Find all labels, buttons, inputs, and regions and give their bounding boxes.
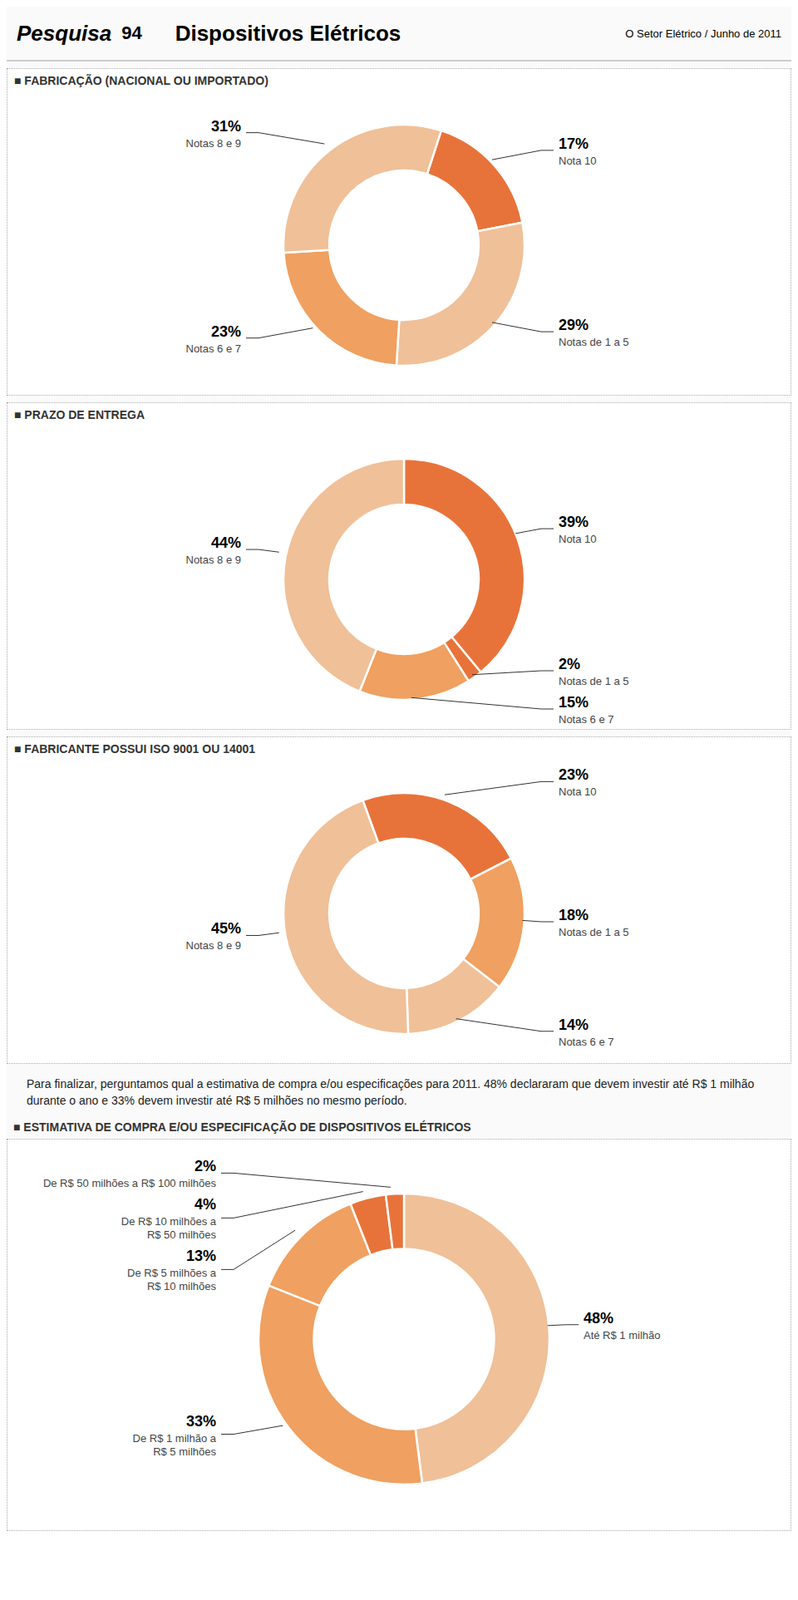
svg-text:Nota 10: Nota 10: [558, 532, 597, 546]
svg-text:R$ 5 milhões: R$ 5 milhões: [152, 1445, 217, 1459]
svg-text:Notas 6 e 7: Notas 6 e 7: [558, 1035, 615, 1049]
html-text:Dispositivos Elétricos: Dispositivos Elétricos: [175, 20, 401, 46]
html-text:■ PRAZO DE ENTREGA: ■ PRAZO DE ENTREGA: [14, 408, 145, 422]
svg-text:48%: 48%: [583, 1310, 614, 1327]
svg-text:23%: 23%: [558, 766, 589, 784]
svg-text:De R$ 1 milhão a: De R$ 1 milhão a: [133, 1432, 217, 1445]
svg-text:2%: 2%: [194, 1157, 217, 1175]
svg-text:Notas de 1 a 5: Notas de 1 a 5: [558, 335, 630, 349]
html-text:Para finalizar, perguntamos qu: Para finalizar, perguntamos qual a estim…: [26, 1077, 755, 1108]
svg-text:23%: 23%: [211, 323, 242, 340]
svg-text:De R$ 50 milhões a R$ 100 milh: De R$ 50 milhões a R$ 100 milhões: [43, 1177, 217, 1190]
svg-text:Notas 8 e 9: Notas 8 e 9: [186, 939, 242, 952]
svg-text:13%: 13%: [186, 1247, 217, 1265]
svg-text:2%: 2%: [558, 655, 581, 673]
svg-text:39%: 39%: [558, 513, 589, 531]
svg-text:De R$ 10 milhões a: De R$ 10 milhões a: [121, 1215, 217, 1228]
svg-text:Notas 6 e 7: Notas 6 e 7: [186, 342, 242, 355]
html-text:■ ESTIMATIVA DE COMPRA E/OU ES: ■ ESTIMATIVA DE COMPRA E/OU ESPECIFICAÇÃ…: [13, 1120, 471, 1134]
svg-text:R$ 50 milhões: R$ 50 milhões: [147, 1228, 217, 1242]
svg-text:De R$ 5 milhões a: De R$ 5 milhões a: [127, 1266, 217, 1280]
svg-text:29%: 29%: [558, 316, 589, 334]
svg-text:R$ 10 milhões: R$ 10 milhões: [147, 1280, 217, 1293]
html-text:O Setor Elétrico / Junho de 20: O Setor Elétrico / Junho de 2011: [625, 27, 782, 40]
html-text:94: 94: [121, 22, 142, 44]
svg-text:17%: 17%: [558, 135, 589, 153]
svg-text:31%: 31%: [211, 118, 242, 135]
svg-text:15%: 15%: [558, 694, 589, 711]
svg-text:Notas de 1 a 5: Notas de 1 a 5: [558, 926, 630, 939]
html-text:■ FABRICAÇÃO (NACIONAL OU IMPO: ■ FABRICAÇÃO (NACIONAL OU IMPORTADO): [14, 73, 269, 88]
svg-text:14%: 14%: [558, 1016, 589, 1034]
svg-text:Notas 8 e 9: Notas 8 e 9: [186, 137, 242, 150]
svg-text:Notas 6 e 7: Notas 6 e 7: [558, 713, 615, 726]
svg-text:4%: 4%: [194, 1196, 217, 1213]
svg-text:Até R$ 1 milhão: Até R$ 1 milhão: [583, 1329, 661, 1342]
svg-text:44%: 44%: [211, 534, 242, 552]
svg-text:Nota 10: Nota 10: [558, 154, 597, 168]
html-text:Pesquisa: Pesquisa: [16, 20, 112, 46]
svg-text:Nota 10: Nota 10: [558, 785, 597, 798]
svg-text:33%: 33%: [186, 1413, 217, 1430]
svg-text:18%: 18%: [558, 906, 589, 924]
html-text:■ FABRICANTE POSSUI ISO 9001 O: ■ FABRICANTE POSSUI ISO 9001 OU 14001: [14, 742, 256, 756]
svg-text:45%: 45%: [211, 920, 242, 937]
svg-text:Notas de 1 a 5: Notas de 1 a 5: [558, 674, 630, 688]
svg-text:Notas 8 e 9: Notas 8 e 9: [186, 553, 242, 567]
